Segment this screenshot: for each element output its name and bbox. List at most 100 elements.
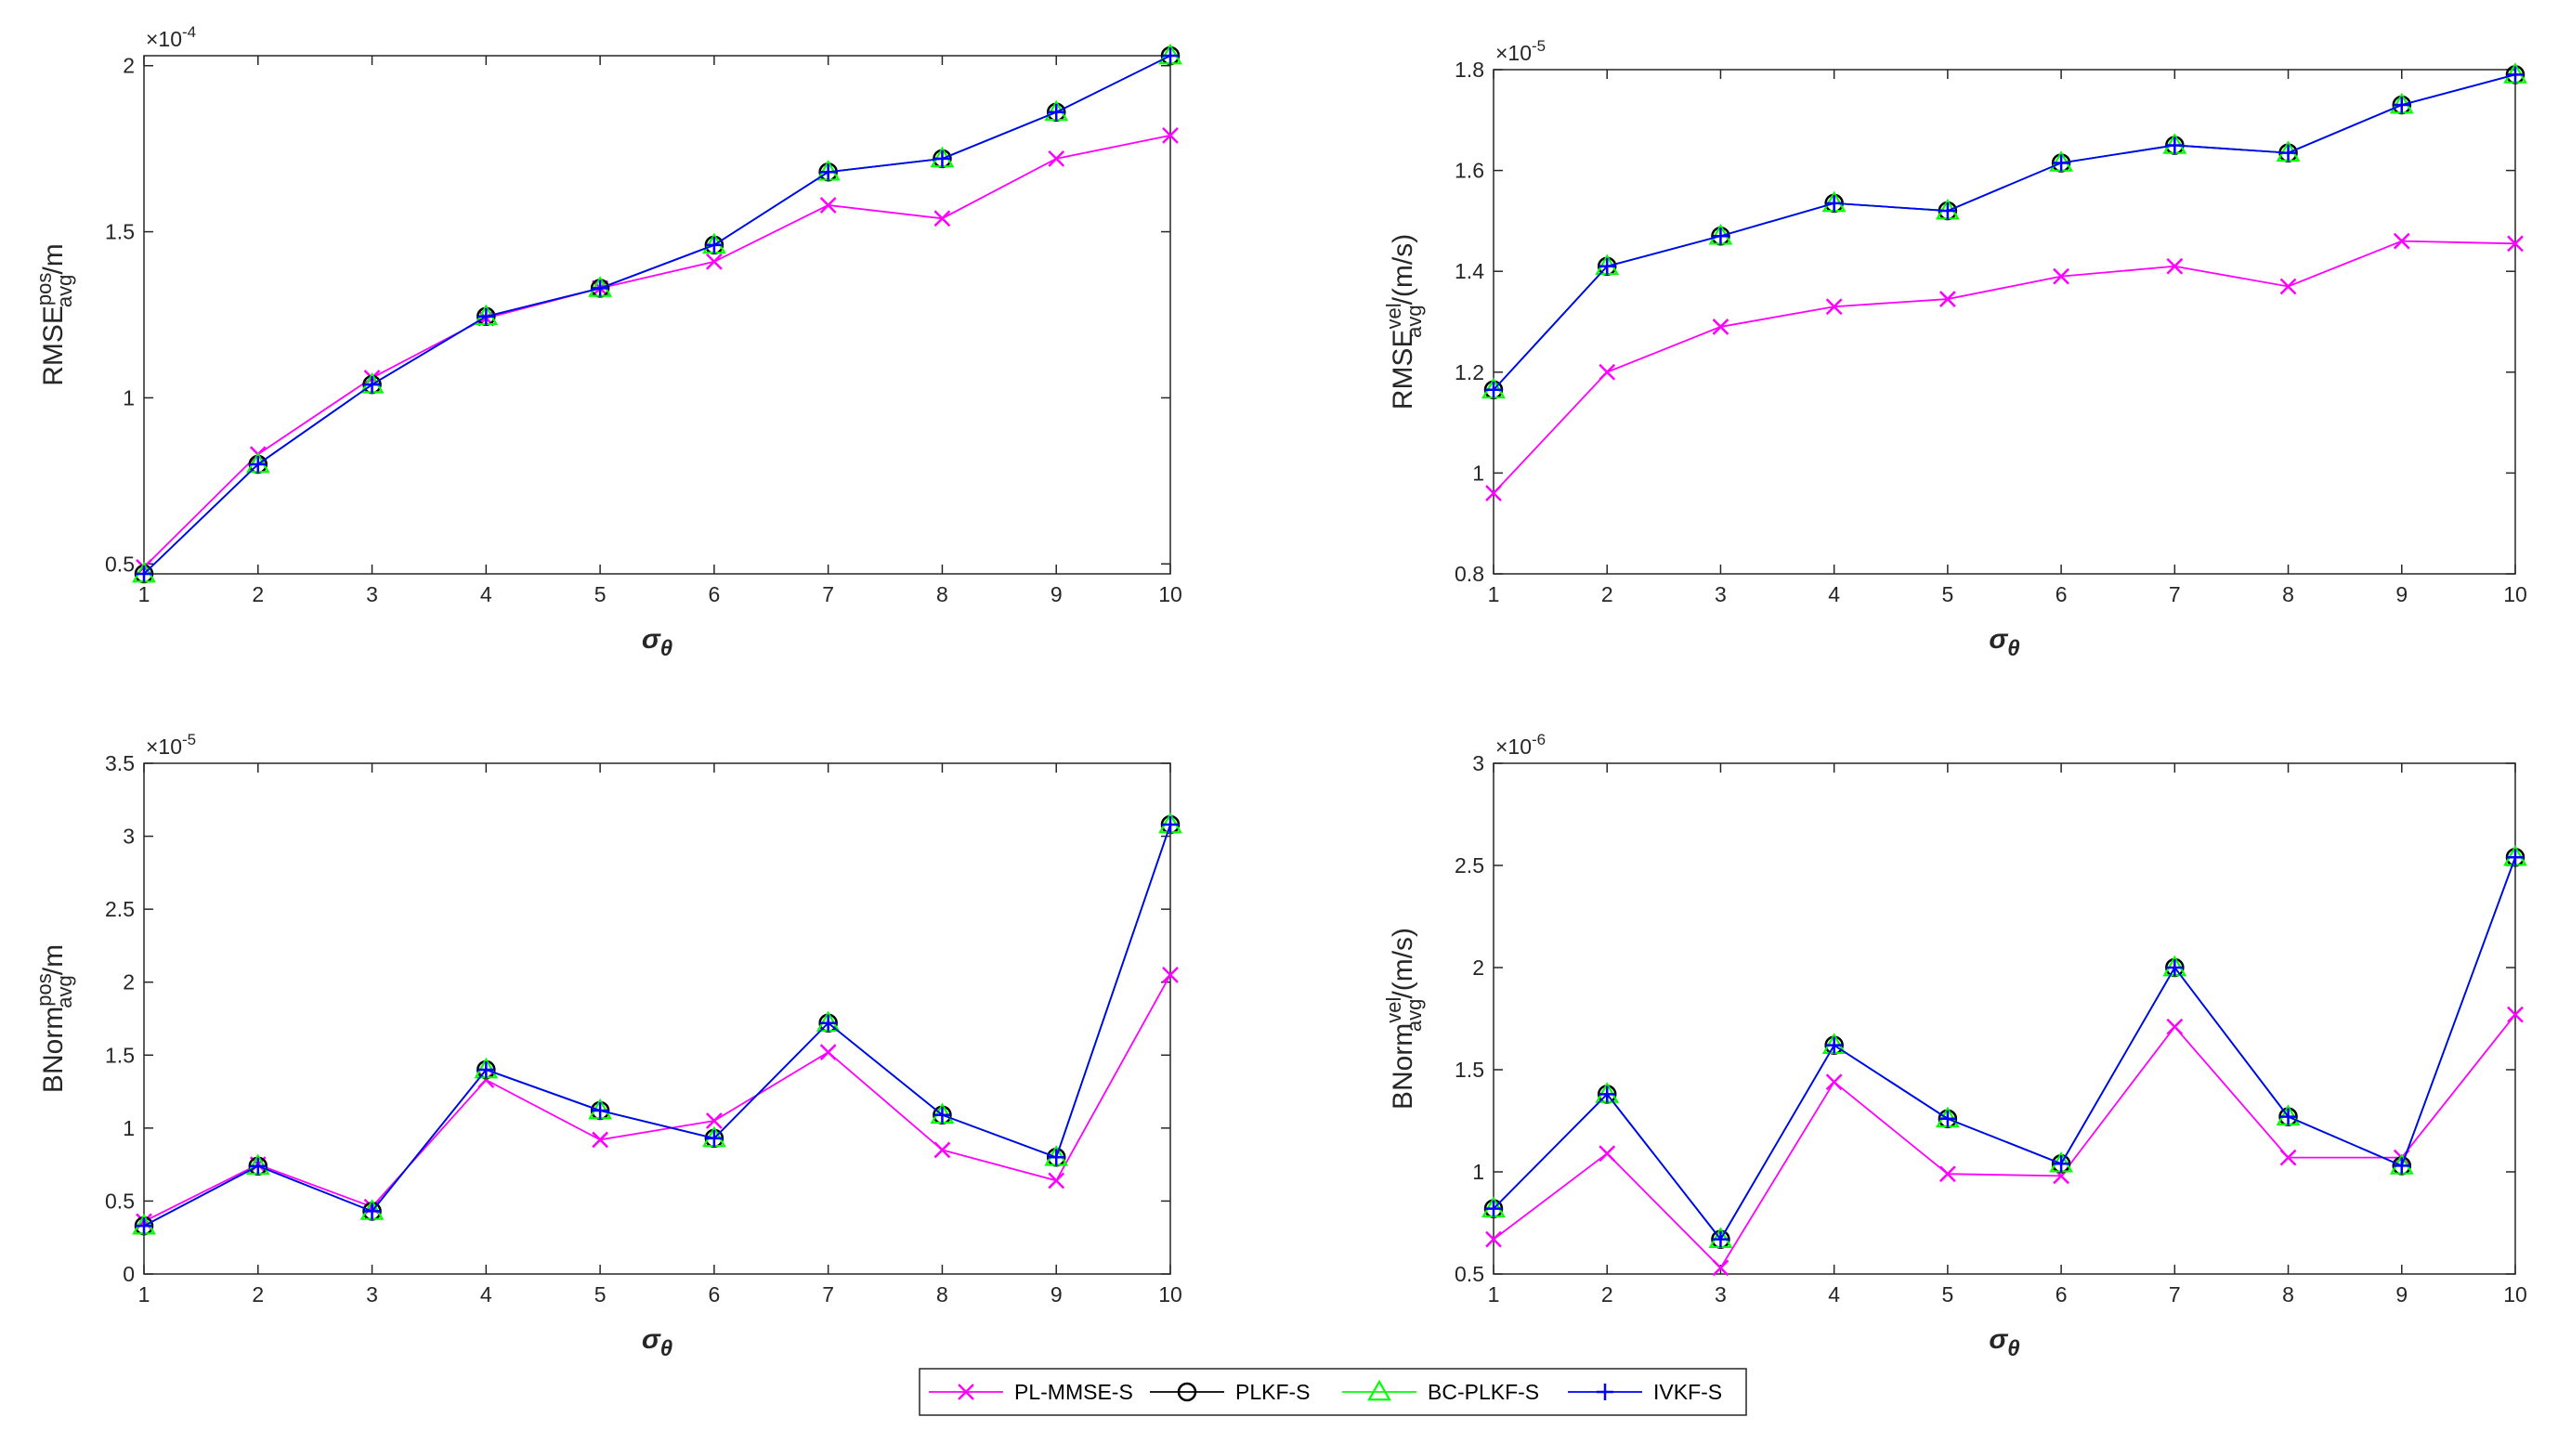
y-tick-label: 2	[123, 970, 135, 994]
data-point	[2279, 144, 2297, 162]
data-point	[1825, 1036, 1843, 1054]
data-point	[933, 150, 951, 167]
data-point	[1712, 1230, 1729, 1248]
x-tick-label: 8	[936, 582, 948, 606]
exponent-power: -6	[1532, 731, 1546, 748]
x-tick-label: 7	[2169, 1282, 2181, 1306]
data-point	[705, 236, 723, 254]
data-point	[1048, 1149, 1065, 1166]
x-tick-label: 9	[1051, 1282, 1063, 1306]
series-ivkf-s	[136, 47, 1179, 582]
data-point	[2279, 278, 2297, 295]
x-tick-label: 3	[366, 582, 378, 606]
legend-marker	[958, 1384, 974, 1400]
data-point	[1825, 298, 1843, 316]
series-ivkf-s	[1485, 66, 2524, 398]
data-point	[363, 1202, 381, 1220]
x-tick-label: 4	[480, 582, 492, 606]
data-point	[2507, 849, 2524, 866]
y-tick-label: 1	[123, 385, 135, 410]
data-point	[1599, 1086, 1616, 1103]
y-tick-label: 0.8	[1455, 562, 1484, 586]
y-tick-label: 3	[123, 825, 135, 849]
data-point	[592, 280, 609, 297]
x-tick-label: 7	[2169, 582, 2181, 606]
y-tick-label: 1	[123, 1116, 135, 1140]
x-tick-label: 8	[936, 1282, 948, 1306]
series-line	[1493, 856, 2516, 1242]
y-tick-label: 2.5	[1455, 853, 1484, 878]
x-tick-label: 3	[1715, 1282, 1727, 1306]
data-point	[1162, 966, 1179, 983]
x-tick-label: 9	[2395, 1282, 2408, 1306]
y-tick-label: 0.5	[105, 552, 135, 576]
y-axis-label: RMSEposavg/m	[33, 243, 76, 385]
x-tick-label: 10	[2503, 1282, 2527, 1306]
y-tick-label: 2	[1472, 956, 1484, 980]
data-point	[1048, 150, 1065, 167]
data-point	[477, 307, 495, 325]
legend-label: PL-MMSE-S	[1014, 1380, 1133, 1404]
x-tick-label: 4	[1828, 582, 1840, 606]
legend-label: PLKF-S	[1235, 1380, 1311, 1404]
data-point	[1162, 126, 1179, 144]
x-tick-label: 7	[822, 1282, 834, 1306]
data-point	[2393, 97, 2410, 114]
axis-exponent: ×10-5	[146, 731, 196, 759]
plot-area	[1493, 69, 2516, 575]
x-axis-label: σθ	[642, 1324, 672, 1361]
legend-item-bc-plkf-s: BC-PLKF-S	[1342, 1379, 1539, 1404]
x-tick-label: 5	[1941, 1282, 1953, 1306]
x-tick-label: 1	[138, 1282, 150, 1306]
x-tick-label: 3	[366, 1282, 378, 1306]
data-point	[136, 1217, 152, 1235]
legend-marker	[1367, 1379, 1391, 1401]
data-point	[1938, 202, 1956, 220]
data-point	[1712, 1259, 1729, 1277]
data-point	[2053, 267, 2069, 285]
chart-rmse-vel: 1 2 3 4 5 6 7 8 9 100.811.21.41.61.8×10-5σθRMSEve…	[1382, 37, 2527, 661]
y-tick-label: 0	[123, 1262, 135, 1286]
x-tick-label: 6	[2055, 582, 2068, 606]
axis-exponent: ×10-4	[146, 23, 196, 51]
legend-label: IVKF-S	[1653, 1380, 1722, 1404]
series-line	[143, 974, 1171, 1223]
x-axis-label: σθ	[642, 624, 672, 661]
data-point	[1485, 1230, 1502, 1248]
legend-item-plkf-s: PLKF-S	[1150, 1380, 1311, 1404]
x-tick-label: 1	[1488, 582, 1500, 606]
exponent-base: ×10	[146, 734, 182, 759]
data-point	[819, 163, 837, 181]
data-point	[2393, 232, 2410, 250]
data-point	[2393, 1157, 2410, 1175]
exponent-power: -5	[182, 731, 196, 748]
data-point	[1485, 485, 1502, 502]
x-axis-label: σθ	[1989, 1324, 2019, 1361]
data-point	[819, 1044, 837, 1061]
chart-bnorm-pos: 1 2 3 4 5 6 7 8 9 10 0 0.5 1 1.5 2 2.5 3 3.5 ×10-5 σθ BNormp…	[33, 731, 1182, 1361]
y-tick-label: 1	[1472, 461, 1484, 485]
x-tick-label: 8	[2282, 1282, 2294, 1306]
x-tick-label: 10	[2503, 582, 2527, 606]
data-point	[819, 1014, 837, 1032]
series-line	[1493, 1014, 2516, 1269]
exponent-base: ×10	[1495, 734, 1532, 759]
data-point	[1485, 1200, 1502, 1217]
x-tick-label: 5	[1941, 582, 1953, 606]
data-point	[592, 1131, 608, 1149]
y-tick-label: 1.5	[105, 220, 135, 244]
x-tick-label: 10	[1158, 582, 1182, 606]
exponent-base: ×10	[146, 27, 182, 51]
series-line	[1493, 240, 2516, 494]
data-point	[1048, 103, 1065, 121]
series-line	[143, 824, 1171, 1227]
series-ivkf-s	[136, 816, 1179, 1235]
data-point	[136, 566, 152, 582]
data-point	[1485, 381, 1502, 398]
y-tick-label: 0.5	[105, 1189, 135, 1213]
data-point	[1712, 228, 1729, 245]
x-tick-label: 4	[1828, 1282, 1840, 1306]
x-tick-label: 6	[708, 582, 720, 606]
x-tick-label: 5	[594, 1282, 607, 1306]
